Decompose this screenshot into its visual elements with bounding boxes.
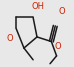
Text: O: O xyxy=(58,7,65,16)
Text: OH: OH xyxy=(32,2,45,11)
Text: O: O xyxy=(6,34,13,43)
Text: O: O xyxy=(55,42,61,51)
